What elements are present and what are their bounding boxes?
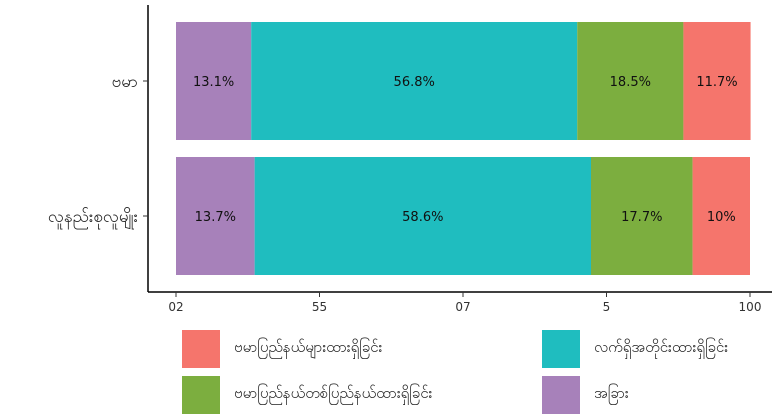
category-label: ဗမာ	[112, 72, 138, 92]
bar-segment	[577, 22, 684, 140]
data-label: 56.8%	[394, 75, 435, 90]
data-label: 18.5%	[610, 75, 651, 90]
category-label: လူနည်းစုလူမျိုး	[48, 207, 138, 230]
x-tick-label: 07	[455, 300, 470, 314]
legend-item: လက်ရှိအတိုင်းထားရှိခြင်း	[542, 330, 728, 368]
legend-swatch	[542, 330, 580, 368]
data-label: 11.7%	[696, 75, 737, 90]
x-tick-label: 100	[739, 300, 762, 314]
bar-segment	[692, 157, 750, 275]
x-tick-label: 55	[312, 300, 327, 314]
data-label: 13.7%	[195, 210, 236, 225]
legend-label: ဗမာပြည်နယ်တစ်ပြည်နယ်ထားရှိခြင်း	[234, 384, 433, 402]
x-tick-label: 02	[168, 300, 183, 314]
legend-item: အခြား	[542, 376, 629, 414]
data-label: 13.1%	[193, 75, 234, 90]
legend-item: ဗမာပြည်နယ်များထားရှိခြင်း	[182, 330, 382, 368]
bar-segment	[591, 157, 693, 275]
data-label: 58.6%	[402, 210, 443, 225]
bar-segment	[683, 22, 751, 140]
legend-label: အခြား	[594, 384, 629, 402]
legend: ဗမာပြည်နယ်များထားရှိခြင်း လက်ရှိအတိုင်းထာ…	[182, 330, 772, 416]
legend-swatch	[182, 376, 220, 414]
data-label: 10%	[707, 210, 736, 225]
legend-label: ဗမာပြည်နယ်များထားရှိခြင်း	[234, 338, 383, 356]
bar-segment	[176, 157, 255, 275]
bar-segment	[254, 157, 592, 275]
bar-segment	[251, 22, 578, 140]
legend-item: ဗမာပြည်နယ်တစ်ပြည်နယ်ထားရှိခြင်း	[182, 376, 432, 414]
legend-swatch	[542, 376, 580, 414]
legend-label: လက်ရှိအတိုင်းထားရှိခြင်း	[594, 338, 729, 356]
x-tick-label: 5	[603, 300, 611, 314]
bar-segment	[176, 22, 252, 140]
data-label: 17.7%	[621, 210, 662, 225]
legend-swatch	[182, 330, 220, 368]
